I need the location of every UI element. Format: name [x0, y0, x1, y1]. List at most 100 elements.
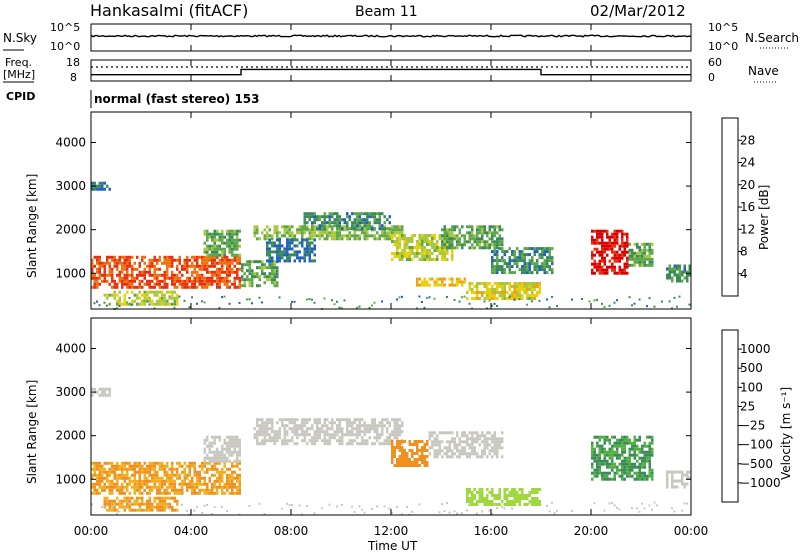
- echo-cell: [673, 485, 676, 489]
- echo-cell: [621, 256, 624, 260]
- echo-cell: [593, 241, 596, 245]
- echo-cell: [238, 229, 241, 233]
- echo-cell: [358, 430, 361, 434]
- echo-cell: [323, 436, 326, 440]
- echo-cell: [626, 238, 629, 242]
- echo-cell: [213, 453, 216, 457]
- echo-cell: [451, 243, 454, 247]
- echo-cell: [286, 433, 289, 437]
- echo-cell: [193, 467, 196, 471]
- echo-cell: [336, 418, 339, 422]
- echo-cell: [186, 255, 189, 259]
- echo-cell: [496, 446, 499, 450]
- echo-cell: [503, 271, 506, 275]
- echo-cell: [278, 247, 281, 251]
- echo-cell: [608, 244, 611, 248]
- echo-cell: [203, 447, 206, 451]
- echo-cell: [228, 235, 231, 239]
- echo-cell: [593, 299, 596, 302]
- echo-cell: [158, 479, 161, 483]
- echo-cell: [593, 502, 596, 505]
- echo-cell: [433, 440, 436, 444]
- echo-cell: [543, 250, 546, 254]
- echo-cell: [256, 442, 259, 446]
- echo-cell: [396, 443, 399, 446]
- echo-cell: [406, 237, 409, 240]
- echo-cell: [518, 488, 521, 491]
- echo-cell: [221, 296, 223, 299]
- echo-cell: [353, 237, 356, 241]
- echo-cell: [201, 279, 204, 283]
- echo-cell: [318, 218, 321, 222]
- echo-cell: [688, 264, 691, 268]
- echo-cell: [461, 280, 464, 284]
- echo-cell: [196, 479, 199, 483]
- echo-cell: [226, 459, 229, 463]
- echo-cell: [218, 261, 221, 265]
- echo-cell: [428, 446, 431, 450]
- echo-cell: [141, 293, 144, 297]
- echo-cell: [526, 268, 529, 272]
- echo-cell: [171, 270, 174, 274]
- echo-cell: [311, 436, 314, 440]
- echo-cell: [226, 258, 229, 262]
- echo-cell: [363, 433, 366, 437]
- echo-cell: [218, 267, 221, 271]
- echo-cell: [476, 491, 479, 494]
- echo-cell: [448, 228, 451, 232]
- echo-cell: [206, 467, 209, 471]
- echo-cell: [206, 238, 209, 242]
- echo-cell: [308, 218, 311, 222]
- echo-cell: [223, 461, 226, 465]
- echo-cell: [178, 488, 181, 492]
- echo-cell: [436, 434, 439, 438]
- echo-cell: [406, 255, 409, 258]
- echo-cell: [226, 467, 229, 471]
- echo-cell: [481, 234, 484, 238]
- echo-cell: [511, 494, 514, 497]
- echo-cell: [163, 296, 166, 300]
- echo-cell: [128, 508, 131, 512]
- echo-cell: [498, 491, 501, 494]
- echo-cell: [286, 228, 289, 232]
- echo-cell: [633, 465, 636, 469]
- echo-cell: [591, 268, 594, 272]
- echo-cell: [423, 458, 426, 461]
- echo-cell: [91, 393, 94, 397]
- echo-cell: [236, 485, 239, 489]
- echo-cell: [391, 443, 394, 446]
- echo-cell: [163, 273, 166, 277]
- echo-cell: [141, 479, 144, 483]
- echo-cell: [156, 491, 159, 495]
- colorbar-frame: [721, 117, 739, 297]
- echo-cell: [228, 247, 231, 251]
- echo-cell: [118, 510, 121, 513]
- echo-cell: [623, 241, 626, 245]
- echo-cell: [536, 247, 539, 251]
- echo-cell: [156, 279, 159, 283]
- echo-cell: [471, 446, 474, 450]
- echo-cell: [651, 257, 654, 261]
- echo-cell: [131, 496, 134, 500]
- echo-cell: [133, 299, 136, 303]
- echo-cell: [223, 441, 226, 445]
- echo-cell: [443, 277, 446, 281]
- echo-cell: [426, 258, 429, 261]
- echo-cell: [456, 246, 459, 250]
- echo-cell: [278, 238, 281, 242]
- echo-cell: [373, 237, 376, 241]
- echo-cell: [166, 267, 169, 271]
- echo-cell: [351, 442, 354, 446]
- echo-cell: [398, 461, 401, 464]
- echo-cell: [471, 452, 474, 456]
- nsky-label: N.Sky: [3, 31, 37, 45]
- echo-cell: [233, 282, 236, 286]
- echo-cell: [666, 473, 669, 477]
- echo-cell: [436, 449, 439, 453]
- freq-panel: Freq. [MHz] 18 8 Nave 60 0: [3, 56, 779, 84]
- echo-cell: [423, 283, 426, 287]
- echo-cell: [601, 229, 604, 233]
- echo-cell: [363, 421, 366, 425]
- echo-cell: [191, 270, 194, 274]
- echo-cell: [503, 250, 506, 254]
